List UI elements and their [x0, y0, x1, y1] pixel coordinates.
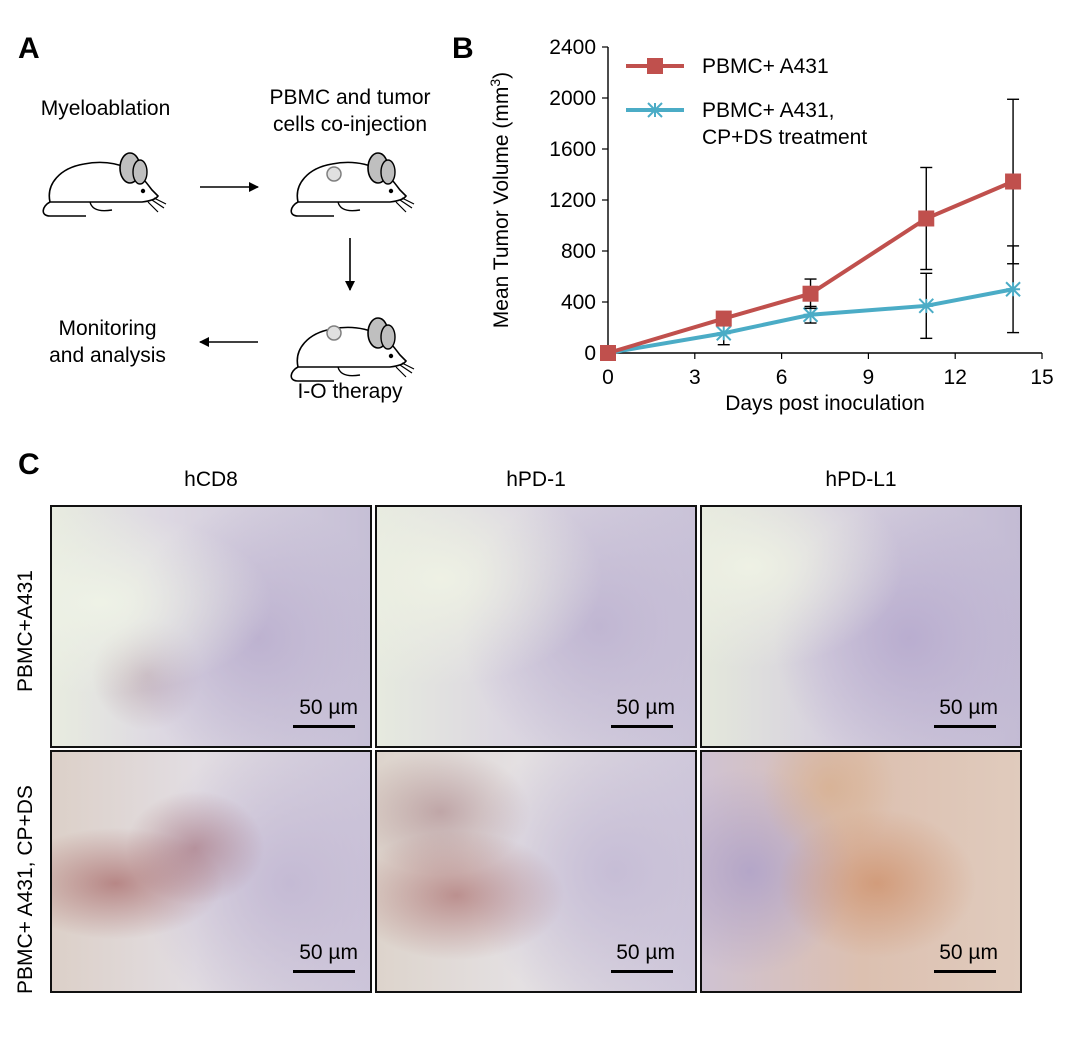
data-point-0 — [918, 210, 935, 227]
column-header-hpdl1: hPD-L1 — [825, 468, 897, 491]
y-tick-label: 2400 — [549, 36, 596, 59]
scale-bar-label: 50 µm — [616, 941, 675, 964]
scale-bar-label: 50 µm — [299, 696, 358, 719]
column-header-hpd1: hPD-1 — [506, 468, 566, 491]
data-point-0 — [802, 285, 819, 302]
data-point-1 — [802, 307, 819, 323]
ihc-image-hcd8-control: 50 µm — [50, 505, 372, 748]
data-point-0 — [1005, 173, 1022, 190]
scale-bar — [293, 970, 355, 973]
series-line-0 — [607, 179, 1014, 355]
y-tick-label: 800 — [561, 240, 596, 263]
x-tick-label: 3 — [689, 366, 701, 389]
tumor-volume-chart: 0 400 800 1200 1600 2000 2400 0 3 6 9 12 15 Days post… — [487, 36, 1054, 415]
x-tick-label: 9 — [863, 366, 875, 389]
scale-bar-label: 50 µm — [939, 696, 998, 719]
y-tick-label: 400 — [561, 291, 596, 314]
legend-marker-0 — [647, 58, 663, 74]
step-coinjection-label: PBMC and tumor cells co-injection — [240, 84, 460, 138]
tumor-cell-icon — [326, 325, 342, 341]
panel-b-letter: B — [452, 32, 474, 65]
panel-a-letter: A — [18, 32, 40, 65]
ihc-image-hpd1-treated: 50 µm — [375, 750, 697, 993]
column-header-hcd8: hCD8 — [184, 468, 238, 491]
legend-marker-1 — [647, 102, 663, 118]
row-header-pbmc-a431-cpds: PBMC+ A431, CP+DS — [14, 785, 37, 994]
data-point-1 — [716, 325, 732, 341]
step-coinjection-line1: PBMC and tumor — [269, 86, 431, 109]
scale-bar-label: 50 µm — [616, 696, 675, 719]
row-header-pbmc-a431: PBMC+A431 — [14, 570, 37, 692]
panel-c-letter: C — [18, 448, 40, 481]
step-monitoring-line2: and analysis — [49, 344, 166, 367]
x-tick-label: 6 — [776, 366, 788, 389]
y-tick-label: 0 — [584, 342, 596, 365]
mouse-2-icon — [290, 152, 415, 217]
data-point-0 — [715, 310, 732, 327]
data-point-0 — [600, 345, 616, 361]
scale-bar — [934, 725, 996, 728]
data-point-1 — [1005, 281, 1021, 297]
legend-label-1-line2: CP+DS treatment — [702, 126, 867, 149]
scale-bar — [611, 970, 673, 973]
legend-label-0: PBMC+ A431 — [702, 55, 829, 78]
scale-bar-label: 50 µm — [939, 941, 998, 964]
workflow-schematic — [42, 152, 415, 382]
x-tick-label: 0 — [602, 366, 614, 389]
y-tick-label: 2000 — [549, 87, 596, 110]
scale-bar — [934, 970, 996, 973]
step-monitoring-label: Monitoring and analysis — [20, 315, 195, 369]
legend-label-1-line1: PBMC+ A431, — [702, 99, 835, 122]
step-monitoring-line1: Monitoring — [58, 317, 157, 340]
ihc-image-hcd8-treated: 50 µm — [50, 750, 372, 993]
step-coinjection-line2: cells co-injection — [272, 113, 428, 136]
ihc-image-hpdl1-control: 50 µm — [700, 505, 1022, 748]
data-point-1 — [918, 298, 934, 314]
tumor-cell-icon — [326, 166, 342, 182]
x-axis-label: Days post inoculation — [725, 392, 925, 415]
x-tick-label: 12 — [944, 366, 967, 389]
y-tick-label: 1600 — [549, 138, 596, 161]
scale-bar — [611, 725, 673, 728]
mouse-1-icon — [42, 152, 167, 217]
ihc-image-hpdl1-treated: 50 µm — [700, 750, 1022, 993]
scale-bar — [293, 725, 355, 728]
step-myeloablation-label: Myeloablation — [40, 97, 171, 120]
y-tick-label: 1200 — [549, 189, 596, 212]
step-io-therapy-label: I-O therapy — [297, 380, 403, 403]
mouse-3-icon — [290, 317, 415, 382]
y-axis-label: Mean Tumor Volume (mm3) — [487, 72, 513, 328]
ihc-image-hpd1-control: 50 µm — [375, 505, 697, 748]
scale-bar-label: 50 µm — [299, 941, 358, 964]
x-tick-label: 15 — [1030, 366, 1053, 389]
